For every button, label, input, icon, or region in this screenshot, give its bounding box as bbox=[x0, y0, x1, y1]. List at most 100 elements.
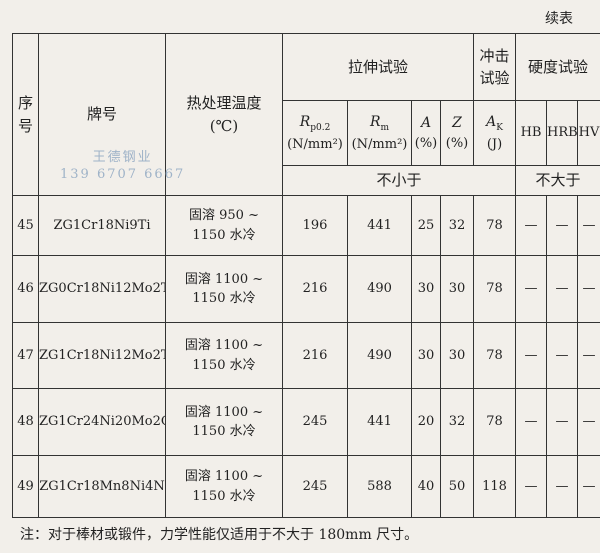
cell: 固溶 950 ~ 1150 水冷 bbox=[165, 195, 283, 256]
cell: 49 bbox=[12, 455, 39, 518]
column-unit: (%) bbox=[414, 135, 438, 151]
cell: — bbox=[577, 322, 600, 389]
cell: ZG1Cr24Ni20Mo2Cu3 bbox=[38, 388, 166, 456]
symbol-subscript: p0.2 bbox=[310, 122, 331, 133]
symbol: HV bbox=[578, 125, 600, 141]
cell: 固溶 1100 ~ 1150 水冷 bbox=[165, 455, 283, 518]
cell: 30 bbox=[439, 255, 475, 323]
table-row: 49 ZG1Cr18Mn8Ni4N 固溶 1100 ~ 1150 水冷 245 588 40… bbox=[12, 455, 600, 518]
header-cell: AK (J) bbox=[473, 100, 517, 166]
cell: 196 bbox=[282, 195, 348, 256]
cell: 45 bbox=[12, 195, 39, 256]
heat-line: 固溶 1100 ~ bbox=[184, 338, 264, 353]
cell: — bbox=[577, 255, 600, 323]
cell: 441 bbox=[347, 195, 412, 256]
symbol: HRB bbox=[547, 125, 578, 141]
header-cell: HB bbox=[515, 100, 548, 166]
cell: 47 bbox=[12, 322, 39, 389]
cell: 216 bbox=[282, 322, 348, 389]
heat-line: 固溶 950 ~ bbox=[189, 208, 259, 223]
header-cell: Rm (N/mm²) bbox=[347, 100, 412, 166]
column-symbol: AK bbox=[475, 112, 515, 135]
header-cell: A (%) bbox=[411, 100, 441, 166]
column-symbol: A bbox=[413, 113, 440, 134]
cell: 30 bbox=[439, 322, 475, 389]
cell: — bbox=[515, 388, 548, 456]
watermark-line: 139 6707 6667 bbox=[60, 166, 186, 182]
cell: 40 bbox=[411, 455, 441, 518]
cell: 588 bbox=[347, 455, 412, 518]
heat-line: 1150 水冷 bbox=[192, 291, 256, 306]
cell: — bbox=[515, 455, 548, 518]
symbol: A bbox=[420, 114, 432, 131]
table: 序号 牌号 热处理温度 (℃) 拉伸试验 冲击试验 硬度试验 Rp0.2 (N/mm… bbox=[12, 33, 600, 518]
cell: 固溶 1100 ~ 1150 水冷 bbox=[165, 255, 283, 323]
column-unit: (J) bbox=[486, 136, 503, 152]
column-unit: (N/mm²) bbox=[351, 136, 408, 152]
watermark: 王德钢业 139 6707 6667 bbox=[60, 150, 185, 184]
column-unit: (%) bbox=[445, 135, 469, 151]
cell: 245 bbox=[282, 455, 348, 518]
cell: — bbox=[546, 255, 579, 323]
cell: — bbox=[515, 322, 548, 389]
cell: — bbox=[577, 455, 600, 518]
cell: 78 bbox=[473, 195, 517, 256]
cell: — bbox=[546, 455, 579, 518]
cell: 78 bbox=[473, 322, 517, 389]
cell: 30 bbox=[411, 255, 441, 323]
header-cell: 热处理温度 (℃) bbox=[165, 33, 283, 196]
header-cell: 拉伸试验 bbox=[281, 33, 475, 101]
cell: 118 bbox=[473, 455, 517, 518]
cell: 441 bbox=[347, 388, 412, 456]
cell: 490 bbox=[347, 322, 412, 389]
heat-line: 1150 水冷 bbox=[192, 357, 256, 373]
cell: ZG1Cr18Mn8Ni4N bbox=[38, 455, 166, 518]
watermark-line: 王德钢业 bbox=[92, 150, 153, 165]
cell: 245 bbox=[282, 388, 348, 456]
heat-line: 固溶 1100 ~ bbox=[184, 404, 264, 420]
column-symbol: HRB bbox=[547, 123, 578, 143]
cell: ZG1Cr18Ni9Ti bbox=[38, 195, 166, 256]
header-text: 热处理温度 bbox=[186, 94, 262, 112]
cell: 固溶 1100 ~ 1150 水冷 bbox=[165, 388, 283, 456]
cell: 490 bbox=[347, 255, 412, 323]
cell: — bbox=[546, 322, 579, 389]
column-symbol: Rm bbox=[349, 112, 411, 135]
header-cell: 冲击试验 bbox=[473, 33, 517, 101]
note: 注：对于棒材或锻件，力学性能仅适用于不大于 180mm 尺寸。 bbox=[20, 527, 419, 543]
heat-line: 固溶 1100 ~ bbox=[184, 469, 264, 484]
heat-line: 1150 水冷 bbox=[192, 424, 256, 439]
header-cell: 序号 bbox=[12, 33, 39, 196]
header-cell: HV bbox=[577, 100, 600, 166]
continued-label: 续表 bbox=[545, 11, 573, 27]
header-cell: 不小于 bbox=[281, 165, 517, 196]
cell: 78 bbox=[473, 388, 517, 456]
table-row: 48ZG1Cr24Ni20Mo2Cu3 固溶 1100 ~ 1150 水冷 24544… bbox=[12, 388, 600, 456]
symbol-subscript: K bbox=[496, 122, 503, 133]
header-cell: 牌号 bbox=[38, 33, 166, 196]
header-cell: Rp0.2 (N/mm²) bbox=[282, 100, 348, 166]
cell: 32 bbox=[439, 388, 475, 456]
cell: — bbox=[577, 195, 600, 256]
symbol: Rm bbox=[369, 113, 390, 133]
header-cell: 不大于 bbox=[515, 165, 600, 196]
column-unit: (N/mm²) bbox=[287, 136, 343, 152]
cell: — bbox=[515, 195, 548, 256]
cell: 固溶 1100 ~ 1150 水冷 bbox=[165, 322, 283, 389]
heat-line: 1150 水冷 bbox=[192, 488, 256, 504]
cell: 30 bbox=[411, 322, 441, 389]
table-body: 序号 牌号 热处理温度 (℃) 拉伸试验 冲击试验 硬度试验 Rp0.2 (N/mm… bbox=[12, 33, 600, 518]
column-symbol: HV bbox=[578, 123, 600, 143]
cell: 216 bbox=[282, 255, 348, 323]
header-cell: HRB bbox=[546, 100, 579, 166]
table-row: 47 ZG1Cr18Ni12Mo2Ti 固溶 1100 ~ 1150 水冷 216 490… bbox=[12, 322, 600, 389]
cell: — bbox=[515, 255, 548, 323]
header-unit: (℃) bbox=[209, 116, 239, 135]
symbol: AK bbox=[486, 113, 503, 133]
table-row: 46 ZG0Cr18Ni12Mo2Ti 固溶 1100 ~ 1150 水冷 216 490… bbox=[12, 255, 600, 323]
cell: 25 bbox=[411, 195, 441, 256]
heat-line: 固溶 1100 ~ bbox=[184, 271, 264, 287]
column-symbol: HB bbox=[517, 123, 546, 143]
table-row: 45 ZG1Cr18Ni9Ti 固溶 950 ~ 1150 水冷 196 441 25 32 7… bbox=[12, 195, 600, 256]
